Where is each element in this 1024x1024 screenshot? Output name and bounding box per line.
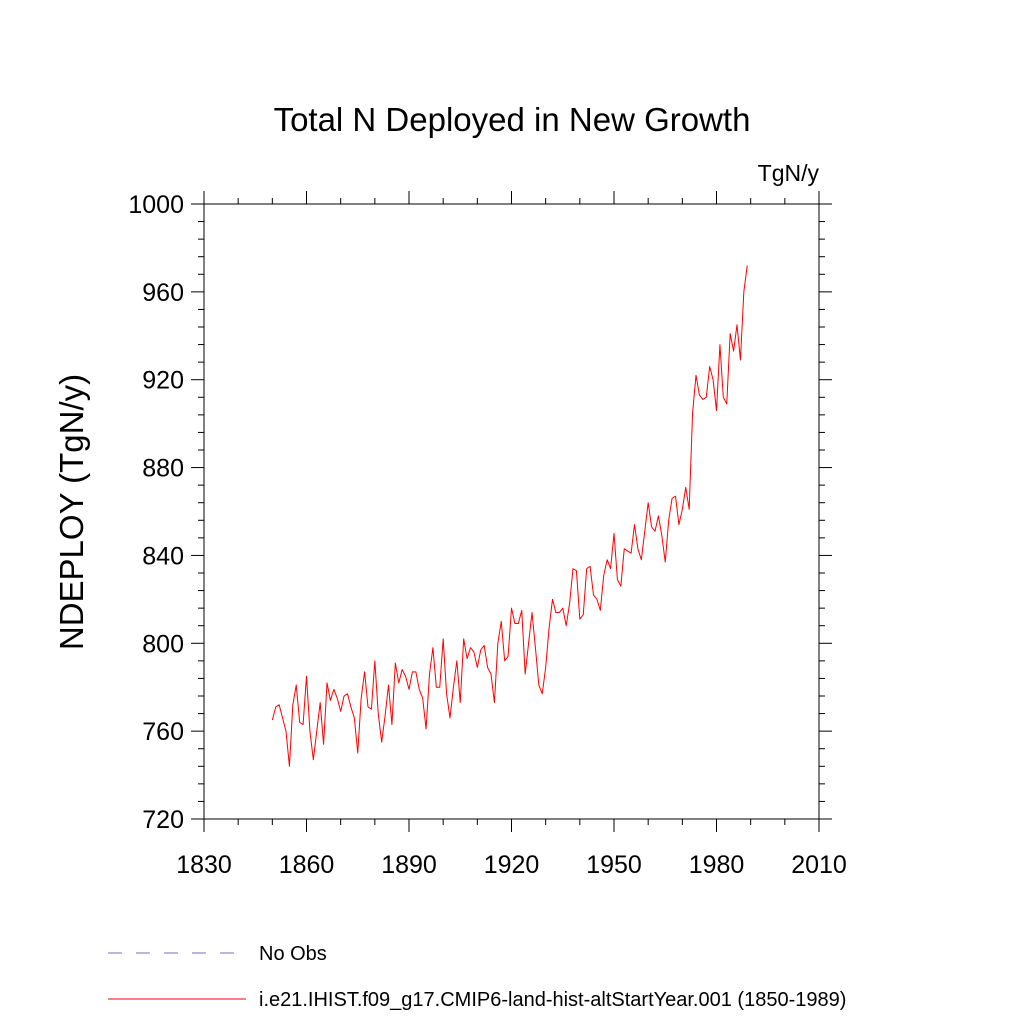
x-tick-label: 1920 (484, 851, 540, 879)
y-tick-label: 880 (142, 455, 184, 483)
y-tick-label: 760 (142, 718, 184, 746)
series-lines (271, 265, 748, 767)
x-tick-label: 1830 (176, 851, 232, 879)
y-tick-label: 920 (142, 367, 184, 395)
y-tick-label: 840 (142, 542, 184, 570)
x-tick-label: 1890 (381, 851, 437, 879)
units-label: TgN/y (758, 160, 820, 186)
chart-title: Total N Deployed in New Growth (274, 101, 751, 138)
x-tick-label: 1980 (689, 851, 745, 879)
axes (203, 203, 820, 820)
plot-frame (203, 203, 820, 820)
x-tick-label: 2010 (791, 851, 847, 879)
y-tick-label: 960 (142, 279, 184, 307)
x-axis-ticks: 1830 1860 1890 1920 1950 1980 2010 (176, 191, 847, 879)
x-tick-label: 1950 (586, 851, 642, 879)
series-line-0 (271, 265, 748, 767)
y-axis-label: NDEPLOY (TgN/y) (53, 374, 90, 650)
legend-label-simulation: i.e21.IHIST.f09_g17.CMIP6-land-hist-altS… (259, 989, 846, 1011)
x-tick-label: 1860 (279, 851, 335, 879)
legend-label-no-obs: No Obs (259, 943, 327, 965)
y-tick-label: 800 (142, 630, 184, 658)
y-tick-label: 720 (142, 806, 184, 834)
y-axis-ticks: 720 760 800 840 880 920 960 1000 (128, 191, 832, 834)
y-tick-label: 1000 (128, 191, 184, 219)
